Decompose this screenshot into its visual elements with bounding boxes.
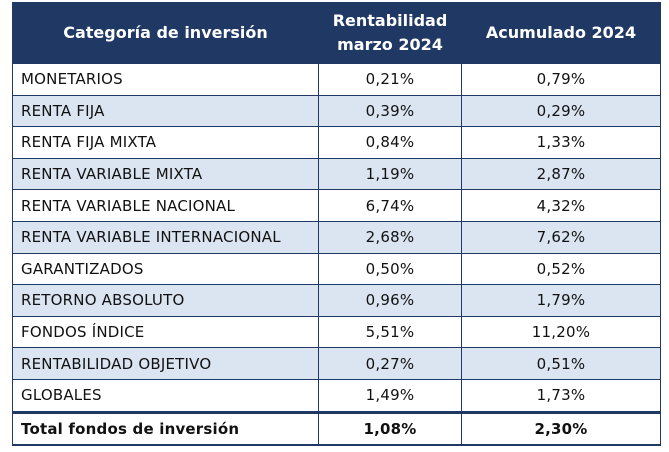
data-row: GLOBALES 1,49% 1,73% xyxy=(12,378,661,413)
value-cell: 5,51% xyxy=(318,315,462,349)
returns-table: Categoría de inversión Rentabilidad marz… xyxy=(12,2,661,447)
total-row: Total fondos de inversión 1,08% 2,30% xyxy=(12,410,661,447)
category-cell: RENTA VARIABLE MIXTA xyxy=(12,157,319,191)
category-cell: GLOBALES xyxy=(12,378,319,413)
value-cell: 1,33% xyxy=(461,126,661,159)
data-row: RETORNO ABSOLUTO 0,96% 1,79% xyxy=(12,284,661,317)
header-cell: Categoría de inversión xyxy=(12,2,319,64)
data-row: MONETARIOS 0,21% 0,79% xyxy=(12,63,661,96)
value-cell: 0,52% xyxy=(461,252,661,286)
value-cell: 1,19% xyxy=(318,157,462,191)
value-cell: 2,87% xyxy=(461,157,661,191)
category-cell: RENTA VARIABLE INTERNACIONAL xyxy=(12,220,319,254)
value-cell: 0,29% xyxy=(461,94,661,128)
category-cell: RENTA FIJA MIXTA xyxy=(12,126,319,159)
value-cell: 2,30% xyxy=(461,410,661,447)
value-cell: 2,68% xyxy=(318,220,462,254)
data-row: RENTA FIJA MIXTA 0,84% 1,33% xyxy=(12,126,661,159)
value-cell: 7,62% xyxy=(461,220,661,254)
value-cell: 0,39% xyxy=(318,94,462,128)
category-cell: RENTA FIJA xyxy=(12,94,319,128)
data-row: FONDOS ÍNDICE 5,51% 11,20% xyxy=(12,315,661,349)
value-cell: 0,27% xyxy=(318,347,462,380)
header-cell: Acumulado 2024 xyxy=(461,2,661,64)
value-cell: 0,79% xyxy=(461,63,661,96)
value-cell: 1,73% xyxy=(461,378,661,413)
data-row: RENTABILIDAD OBJETIVO 0,27% 0,51% xyxy=(12,347,661,380)
category-cell: MONETARIOS xyxy=(12,63,319,96)
header-row: Categoría de inversión Rentabilidad marz… xyxy=(12,2,661,64)
data-row: RENTA VARIABLE NACIONAL 6,74% 4,32% xyxy=(12,189,661,222)
category-cell: RETORNO ABSOLUTO xyxy=(12,284,319,317)
value-cell: 6,74% xyxy=(318,189,462,222)
value-cell: 1,08% xyxy=(318,410,462,447)
category-cell: RENTA VARIABLE NACIONAL xyxy=(12,189,319,222)
data-row: GARANTIZADOS 0,50% 0,52% xyxy=(12,252,661,286)
value-cell: 4,32% xyxy=(461,189,661,222)
header-cell: Rentabilidad marzo 2024 xyxy=(318,2,462,64)
data-row: RENTA FIJA 0,39% 0,29% xyxy=(12,94,661,128)
category-cell: FONDOS ÍNDICE xyxy=(12,315,319,349)
category-cell: GARANTIZADOS xyxy=(12,252,319,286)
value-cell: 1,49% xyxy=(318,378,462,413)
category-cell: RENTABILIDAD OBJETIVO xyxy=(12,347,319,380)
value-cell: 0,96% xyxy=(318,284,462,317)
value-cell: 0,50% xyxy=(318,252,462,286)
table-body: MONETARIOS 0,21% 0,79% RENTA FIJA 0,39% 0,29%… xyxy=(12,63,661,447)
data-row: RENTA VARIABLE MIXTA 1,19% 2,87% xyxy=(12,157,661,191)
value-cell: 0,21% xyxy=(318,63,462,96)
data-row: RENTA VARIABLE INTERNACIONAL 2,68% 7,62% xyxy=(12,220,661,254)
table-header: Categoría de inversión Rentabilidad marz… xyxy=(12,2,661,64)
value-cell: 0,51% xyxy=(461,347,661,380)
value-cell: 11,20% xyxy=(461,315,661,349)
category-cell: Total fondos de inversión xyxy=(12,410,319,447)
value-cell: 1,79% xyxy=(461,284,661,317)
value-cell: 0,84% xyxy=(318,126,462,159)
